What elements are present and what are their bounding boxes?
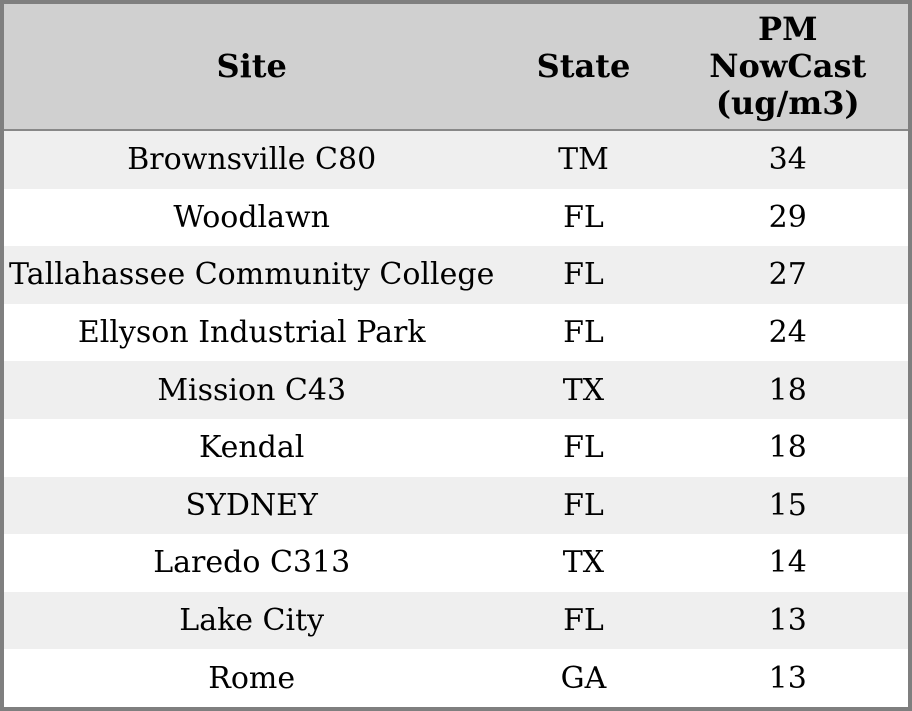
cell-site: Tallahassee Community College [9,257,495,293]
cell-state: GA [560,660,607,696]
table-row: Lake City FL 13 [4,591,908,650]
cell-pm-nowcast: 24 [768,315,807,351]
cell-pm-nowcast: 13 [768,603,807,639]
cell-pm-nowcast: 14 [768,545,807,581]
cell-state: TX [562,545,605,581]
column-header-pm-line-2: NowCast [709,47,867,85]
table-row: Ellyson Industrial Park FL 24 [4,303,908,362]
cell-state: TX [562,372,605,408]
cell-site: Mission C43 [157,372,347,408]
cell-state: FL [563,430,604,466]
cell-state: FL [563,603,604,639]
table-row: Rome GA 13 [4,649,908,707]
cell-site: Rome [208,660,296,696]
cell-state: TM [558,142,609,178]
column-header-pm-line-3: (ug/m3) [715,84,860,122]
cell-pm-nowcast: 29 [768,199,807,235]
table-row: Laredo C313 TX 14 [4,534,908,592]
column-header-state-label: State [536,47,631,85]
cell-pm-nowcast: 18 [768,430,807,466]
table-row: Brownsville C80 TM 34 [4,131,908,189]
cell-site: Brownsville C80 [127,142,377,178]
cell-site: Woodlawn [173,199,330,235]
cell-state: FL [563,487,604,523]
table-row: Woodlawn FL 29 [4,188,908,247]
table-row: Kendal FL 18 [4,418,908,477]
table-row: Mission C43 TX 18 [4,361,908,419]
column-header-state: State [499,48,667,85]
cell-pm-nowcast: 27 [768,257,807,293]
table-body: Brownsville C80 TM 34 Woodlawn FL 29 Tal… [4,131,908,707]
column-header-site-label: Site [216,47,287,85]
cell-pm-nowcast: 15 [768,487,807,523]
cell-state: FL [563,257,604,293]
column-header-site: Site [4,48,499,85]
cell-site: SYDNEY [185,487,318,523]
cell-site: Laredo C313 [153,545,351,581]
cell-pm-nowcast: 34 [768,142,807,178]
cell-site: Ellyson Industrial Park [77,315,426,351]
cell-state: FL [563,315,604,351]
cell-pm-nowcast: 13 [768,660,807,696]
cell-site: Lake City [179,603,325,639]
cell-site: Kendal [199,430,305,466]
cell-pm-nowcast: 18 [768,372,807,408]
column-header-pm-line-1: PM [758,10,818,48]
table-row: Tallahassee Community College FL 27 [4,246,908,304]
table-header-row: Site State PM NowCast (ug/m3) [4,4,908,131]
table-row: SYDNEY FL 15 [4,476,908,535]
column-header-pm-nowcast: PM NowCast (ug/m3) [668,11,908,122]
cell-state: FL [563,199,604,235]
